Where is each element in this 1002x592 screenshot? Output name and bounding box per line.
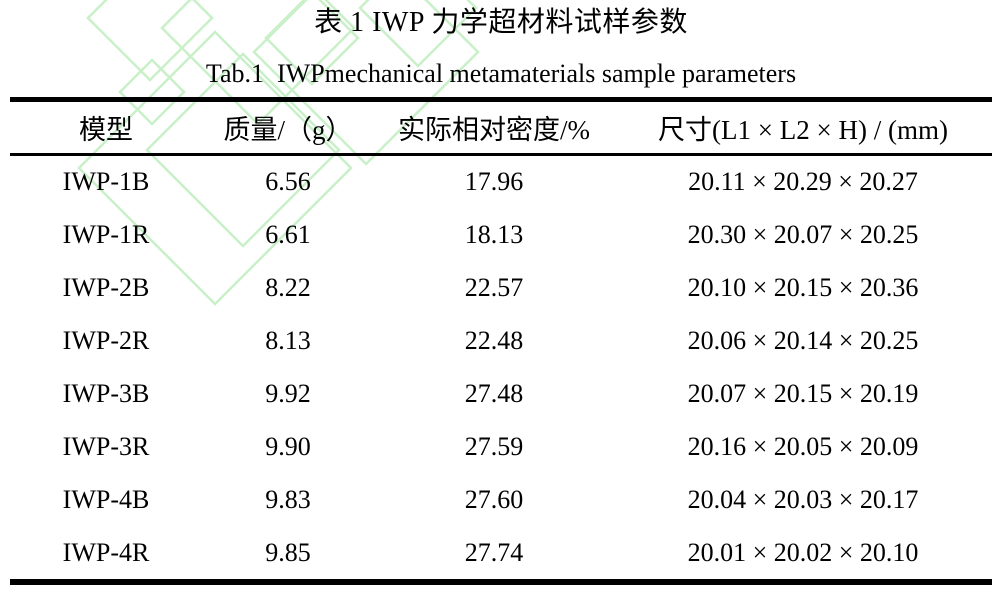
cell-model: IWP-2R	[62, 326, 150, 356]
cell-model: IWP-4B	[62, 484, 150, 514]
header-relative-density: 实际相对密度/%	[398, 115, 590, 145]
cell-dimensions: 20.10 × 20.15 × 20.36	[687, 273, 919, 303]
cell-density: 27.48	[464, 379, 524, 408]
table-header-row: 模型 质量/（g） 实际相对密度/% 尺寸(L1 × L2 × H) / (mm…	[10, 102, 992, 156]
cell-density: 27.74	[464, 537, 524, 567]
cell-mass: 9.85	[265, 537, 311, 567]
cell-model: IWP-3B	[62, 379, 150, 408]
table-row: IWP-4B 9.83 27.60 20.04 × 20.03 × 20.17	[10, 473, 992, 526]
cell-density: 27.59	[464, 431, 524, 461]
header-model: 模型	[79, 115, 133, 145]
table-row: IWP-2R 8.13 22.48 20.06 × 20.14 × 20.25	[10, 315, 992, 368]
cell-model: IWP-2B	[62, 273, 150, 303]
cell-dimensions: 20.07 × 20.15 × 20.19	[687, 379, 919, 408]
cell-density: 22.48	[464, 326, 524, 356]
cell-model: IWP-1B	[62, 167, 150, 197]
cell-dimensions: 20.06 × 20.14 × 20.25	[687, 326, 919, 356]
cell-model: IWP-3R	[62, 431, 150, 461]
table-row: IWP-3R 9.90 27.59 20.16 × 20.05 × 20.09	[10, 420, 992, 473]
table-row: IWP-1B 6.56 17.96 20.11 × 20.29 × 20.27	[10, 156, 992, 209]
cell-mass: 8.22	[265, 273, 311, 303]
header-dimensions: 尺寸(L1 × L2 × H) / (mm)	[658, 115, 948, 145]
cell-mass: 9.83	[265, 484, 311, 514]
table-row: IWP-1R 6.61 18.13 20.30 × 20.07 × 20.25	[10, 209, 992, 262]
cell-dimensions: 20.04 × 20.03 × 20.17	[687, 484, 919, 514]
cell-model: IWP-4R	[62, 537, 150, 567]
table-caption-zh: 表 1 IWP 力学超材料试样参数	[314, 7, 688, 38]
cell-density: 17.96	[464, 167, 524, 197]
table-row: IWP-3B 9.92 27.48 20.07 × 20.15 × 20.19	[10, 368, 992, 421]
cell-mass: 8.13	[265, 326, 311, 356]
table-row: IWP-4R 9.85 27.74 20.01 × 20.02 × 20.10	[10, 526, 992, 579]
cell-dimensions: 20.01 × 20.02 × 20.10	[687, 537, 919, 567]
cell-mass: 6.61	[265, 220, 311, 250]
cell-model: IWP-1R	[62, 220, 150, 250]
table-row: IWP-2B 8.22 22.57 20.10 × 20.15 × 20.36	[10, 262, 992, 315]
cell-density: 27.60	[464, 484, 524, 514]
table-caption-en: Tab.1 IWPmechanical metamaterials sample…	[205, 59, 797, 88]
sample-parameters-table: 模型 质量/（g） 实际相对密度/% 尺寸(L1 × L2 × H) / (mm…	[10, 97, 992, 586]
cell-dimensions: 20.30 × 20.07 × 20.25	[687, 220, 919, 250]
cell-mass: 9.90	[265, 431, 311, 461]
cell-mass: 6.56	[265, 167, 311, 197]
cell-density: 18.13	[464, 220, 524, 250]
header-mass: 质量/（g）	[223, 115, 353, 145]
cell-dimensions: 20.16 × 20.05 × 20.09	[687, 431, 919, 461]
cell-mass: 9.92	[265, 379, 311, 408]
cell-dimensions: 20.11 × 20.29 × 20.27	[688, 167, 918, 197]
cell-density: 22.57	[464, 273, 524, 303]
